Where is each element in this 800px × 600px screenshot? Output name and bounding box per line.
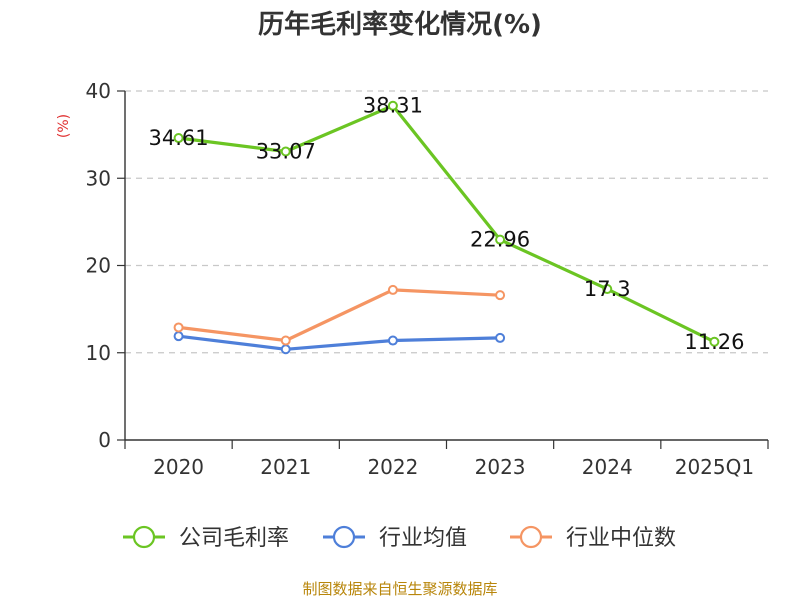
legend-item-2[interactable]: 行业中位数 [510,525,676,551]
data-point[interactable] [602,284,613,295]
x-tick-labels: 2020 2021 2022 2023 2024 2025Q1 [153,455,754,479]
data-point[interactable] [280,344,291,355]
data-point[interactable] [495,234,506,245]
y-tick-label: 10 [86,341,111,365]
data-point[interactable] [173,322,184,333]
legend-item-0[interactable]: 公司毛利率 [123,525,289,551]
data-point[interactable] [495,332,506,343]
legend-label: 公司毛利率 [179,526,289,551]
data-label: 38.31 [363,94,423,118]
x-tick-label: 2025Q1 [675,455,754,479]
chart-title: 历年毛利率变化情况(%) [258,10,542,40]
y-tick-label: 30 [86,166,111,190]
data-point[interactable] [387,335,398,346]
x-tick-label: 2024 [582,455,633,479]
x-tick-label: 2022 [367,455,418,479]
y-tick-label: 40 [86,79,111,103]
data-point[interactable] [387,100,398,111]
data-source-note: 制图数据来自恒生聚源数据库 [302,580,498,598]
x-tick-label: 2023 [475,455,526,479]
y-axis-label: (%) [56,114,72,138]
data-label: 33.07 [256,139,316,163]
x-tick-label: 2020 [153,455,204,479]
data-label: 22.96 [470,228,530,252]
x-tick-label: 2021 [260,455,311,479]
y-tick-label: 0 [98,428,111,452]
data-point[interactable] [495,290,506,301]
data-point[interactable] [387,284,398,295]
legend-marker [519,525,543,549]
data-labels: 34.61 33.07 38.31 22.96 17.3 11.26 [149,94,745,354]
data-point[interactable] [280,146,291,157]
series-line-1 [178,334,501,351]
y-tick-label: 20 [86,254,111,278]
data-label: 11.26 [684,330,744,354]
data-point[interactable] [173,133,184,144]
series-line-2 [178,288,501,343]
data-label: 17.3 [584,277,631,301]
series-group [173,100,720,355]
grid-lines [125,90,768,354]
legend-marker [132,525,156,549]
data-label: 34.61 [149,126,209,150]
legend-label: 行业中位数 [566,526,676,551]
data-point[interactable] [709,336,720,347]
legend-item-1[interactable]: 行业均值 [323,525,467,551]
legend-marker [332,525,356,549]
data-point[interactable] [173,331,184,342]
legend-label: 行业均值 [379,526,467,551]
axes [117,90,769,449]
legend: 公司毛利率 行业均值 行业中位数 [123,525,676,551]
series-line-0 [178,104,716,344]
y-tick-labels: 0 10 20 30 40 [86,79,111,452]
data-point[interactable] [280,335,291,346]
